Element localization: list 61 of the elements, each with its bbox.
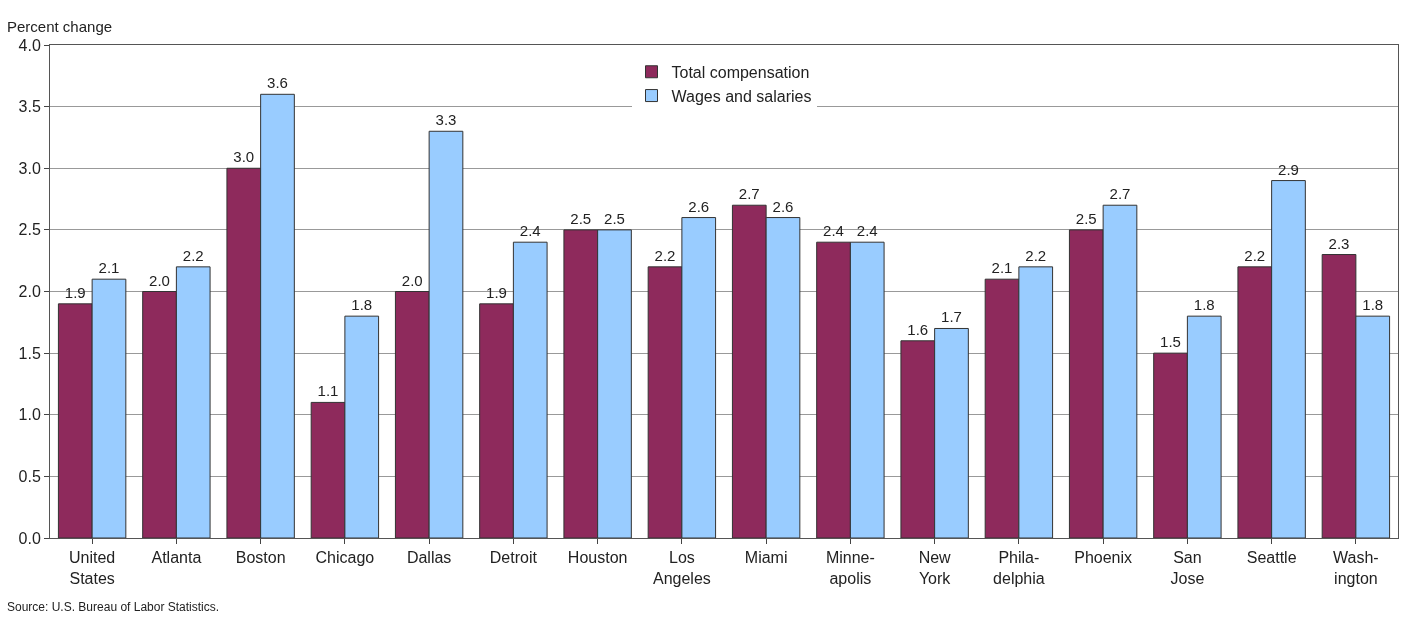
y-tick-label: 4.0: [18, 36, 41, 54]
y-tick-label: 3.5: [18, 98, 41, 116]
x-tick-label: United States: [69, 549, 116, 587]
data-label: 2.1: [991, 259, 1013, 277]
data-label: 2.0: [149, 271, 170, 289]
data-label: 2.6: [772, 197, 794, 215]
data-label: 1.8: [1362, 296, 1384, 314]
source-note: Source: U.S. Bureau of Labor Statistics.: [7, 600, 220, 614]
x-tick-label: San Jose: [1170, 549, 1205, 587]
data-label: 2.2: [1025, 246, 1047, 264]
x-tick-label: Seattle: [1246, 549, 1297, 567]
y-tick-label: 0.0: [18, 529, 41, 547]
x-tick-label: Los Angeles: [652, 549, 711, 587]
x-tick-label: New York: [918, 549, 952, 587]
data-label: 3.0: [233, 148, 255, 166]
x-tick-label: Boston: [235, 549, 286, 567]
data-label: 2.2: [1244, 246, 1266, 264]
legend-label: Total compensation: [671, 64, 810, 81]
data-label: 2.2: [654, 246, 676, 264]
x-tick-label: Miami: [744, 549, 788, 567]
x-tick-label: Houston: [567, 549, 628, 567]
data-label: 1.7: [941, 308, 962, 326]
data-label: 1.9: [64, 283, 86, 301]
x-tick-label: Detroit: [489, 549, 538, 567]
data-label: 1.9: [486, 283, 507, 301]
x-tick-label: Phila- delphia: [993, 549, 1045, 587]
data-label: 1.1: [317, 382, 339, 400]
data-label: 2.5: [1075, 209, 1097, 227]
x-tick-label: Chicago: [315, 549, 375, 567]
data-label: 2.0: [401, 271, 423, 289]
data-label: 2.4: [519, 222, 541, 240]
legend-label: Wages and salaries: [671, 87, 812, 105]
data-label: 3.3: [435, 111, 457, 129]
data-label: 1.6: [907, 320, 929, 338]
y-tick-label: 2.0: [18, 283, 41, 301]
x-tick-label: Minne- apolis: [825, 549, 875, 587]
data-label: 2.5: [570, 209, 592, 227]
data-label: 2.5: [604, 209, 625, 227]
data-label: 2.4: [856, 222, 878, 240]
data-label: 1.8: [351, 296, 373, 314]
y-tick-label: 0.5: [18, 467, 41, 485]
data-label: 1.5: [1160, 333, 1181, 351]
data-label: 3.6: [267, 74, 288, 92]
data-label: 2.2: [182, 246, 204, 264]
y-tick-label: 2.5: [18, 221, 41, 239]
x-tick-label: Atlanta: [151, 549, 202, 567]
y-tick-label: 1.0: [18, 406, 41, 424]
y-axis-title: Percent change: [7, 18, 113, 35]
x-tick-label: Wash- ington: [1333, 549, 1379, 587]
data-label: 2.6: [688, 197, 710, 215]
data-label: 2.9: [1278, 160, 1299, 178]
y-tick-label: 3.0: [18, 159, 41, 177]
x-tick-label: Dallas: [406, 549, 452, 567]
x-tick-label: Phoenix: [1074, 549, 1133, 567]
data-label: 2.4: [823, 222, 844, 240]
data-label: 2.7: [1109, 185, 1131, 203]
data-label: 1.8: [1193, 296, 1215, 314]
data-label: 2.7: [738, 185, 760, 203]
data-label: 2.3: [1328, 234, 1350, 252]
data-label: 2.1: [98, 259, 120, 277]
y-tick-label: 1.5: [18, 344, 41, 362]
